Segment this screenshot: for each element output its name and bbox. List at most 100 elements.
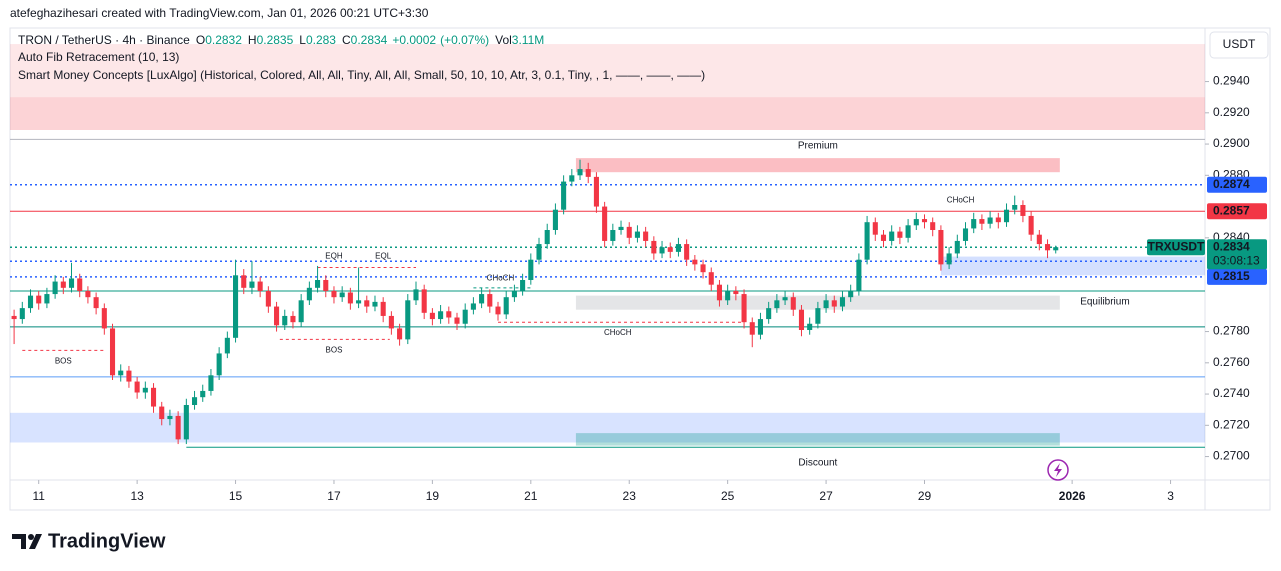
candle-body	[175, 415, 181, 440]
candle-body	[356, 300, 362, 304]
x-tick-label: 23	[623, 489, 637, 503]
candle-body	[585, 169, 591, 177]
candle-body	[848, 290, 854, 298]
candle-body	[938, 230, 944, 265]
candle-body	[224, 337, 230, 354]
x-tick-label: 19	[426, 489, 440, 503]
candle-body	[962, 228, 969, 241]
ohlc-value: 0.2834	[351, 33, 388, 47]
candle-body	[823, 300, 829, 309]
y-tick-label: 0.2760	[1213, 355, 1250, 369]
candle-body	[831, 300, 837, 307]
countdown: 03:08:13	[1213, 253, 1260, 267]
symbol: TRON / TetherUS · 4h · Binance	[18, 33, 190, 47]
candle-body	[643, 231, 649, 241]
symbol-tag: TRXUSDT	[1148, 239, 1205, 253]
annotation: CHoCH	[604, 328, 632, 337]
candle-body	[142, 387, 148, 393]
candle-body	[298, 300, 304, 323]
candle-body	[897, 231, 903, 238]
price-label-box	[1207, 176, 1267, 193]
x-tick-label: 2026	[1059, 489, 1086, 503]
candle-body	[44, 294, 50, 304]
zone	[940, 256, 1205, 276]
candle-body	[659, 247, 665, 254]
candle-body	[274, 306, 280, 326]
candle-body	[446, 311, 452, 318]
y-tick-label: 0.2900	[1213, 136, 1250, 150]
x-tick-label: 13	[130, 489, 144, 503]
candle-body	[577, 169, 583, 176]
candle-body	[692, 259, 698, 265]
ohlc-label: O	[196, 33, 205, 47]
candle-body	[257, 281, 263, 291]
candle-body	[208, 375, 214, 391]
last-price: 0.2834	[1213, 239, 1250, 253]
plot-area: Premium Equilibrium Discount BOS BOS EQH EQL CH…	[10, 44, 1205, 468]
candle-body	[798, 309, 805, 330]
y-tick-label: 0.2780	[1213, 324, 1250, 338]
candle-body	[249, 281, 255, 288]
candle-body	[85, 290, 91, 298]
price-label: 0.2874	[1213, 177, 1250, 191]
candle-body	[749, 322, 755, 335]
candle-body	[27, 295, 34, 309]
zone	[575, 158, 1060, 173]
candle-body	[872, 222, 878, 235]
last-price-box	[1207, 239, 1267, 270]
annotation: CHoCH	[947, 195, 975, 204]
annotation: BOS	[55, 356, 72, 365]
zone	[10, 412, 1205, 443]
candle-body	[429, 312, 435, 320]
candle-body	[790, 297, 796, 310]
candle-body	[265, 290, 271, 307]
candle-body	[101, 308, 107, 329]
annotation: CHoCH	[487, 274, 515, 283]
candle-body	[388, 315, 394, 329]
x-tick-label: 15	[229, 489, 243, 503]
candle-body	[503, 297, 509, 315]
candle-body	[191, 397, 198, 405]
ohlc-label: C	[342, 33, 351, 47]
alert-icon[interactable]	[1047, 459, 1069, 481]
candle-body	[528, 259, 534, 280]
currency[interactable]: USDT	[1223, 37, 1256, 51]
candle-body	[725, 290, 731, 301]
candle-body	[1036, 234, 1042, 245]
annotation: Equilibrium	[1080, 297, 1129, 308]
candle-body	[68, 278, 75, 288]
currency-button[interactable]	[1209, 31, 1269, 59]
candle-body	[610, 230, 616, 241]
candle-body	[626, 226, 632, 238]
volume-label: Vol	[495, 33, 512, 47]
candle-body	[634, 231, 640, 238]
candle-body	[364, 300, 370, 307]
ohlc-value: 0.283	[306, 33, 336, 47]
candle-body	[618, 226, 624, 230]
candle-body	[134, 381, 140, 393]
candle-body	[561, 181, 567, 210]
candle-body	[413, 289, 419, 301]
candle-body	[708, 272, 714, 285]
candle-body	[815, 308, 821, 324]
attribution: atefeghazihesari created with TradingVie…	[10, 6, 429, 20]
annotation: EQL	[375, 252, 392, 261]
candle-body	[77, 278, 83, 291]
candle-body	[306, 287, 312, 301]
candle-body	[856, 259, 862, 291]
candle-body	[1012, 205, 1018, 210]
y-tick-label: 0.2920	[1213, 105, 1250, 119]
zone	[575, 433, 1060, 446]
y-tick-label: 0.2740	[1213, 386, 1250, 400]
candle-body	[290, 315, 296, 323]
candle-body	[880, 234, 887, 241]
candle-body	[602, 206, 608, 241]
y-tick-label: 0.2720	[1213, 417, 1250, 431]
candle-body	[462, 309, 468, 324]
candle-body	[167, 415, 173, 420]
candle-body	[593, 176, 599, 207]
price-label-box	[1207, 203, 1267, 220]
candle-body	[11, 315, 17, 320]
candle-body	[421, 289, 427, 313]
